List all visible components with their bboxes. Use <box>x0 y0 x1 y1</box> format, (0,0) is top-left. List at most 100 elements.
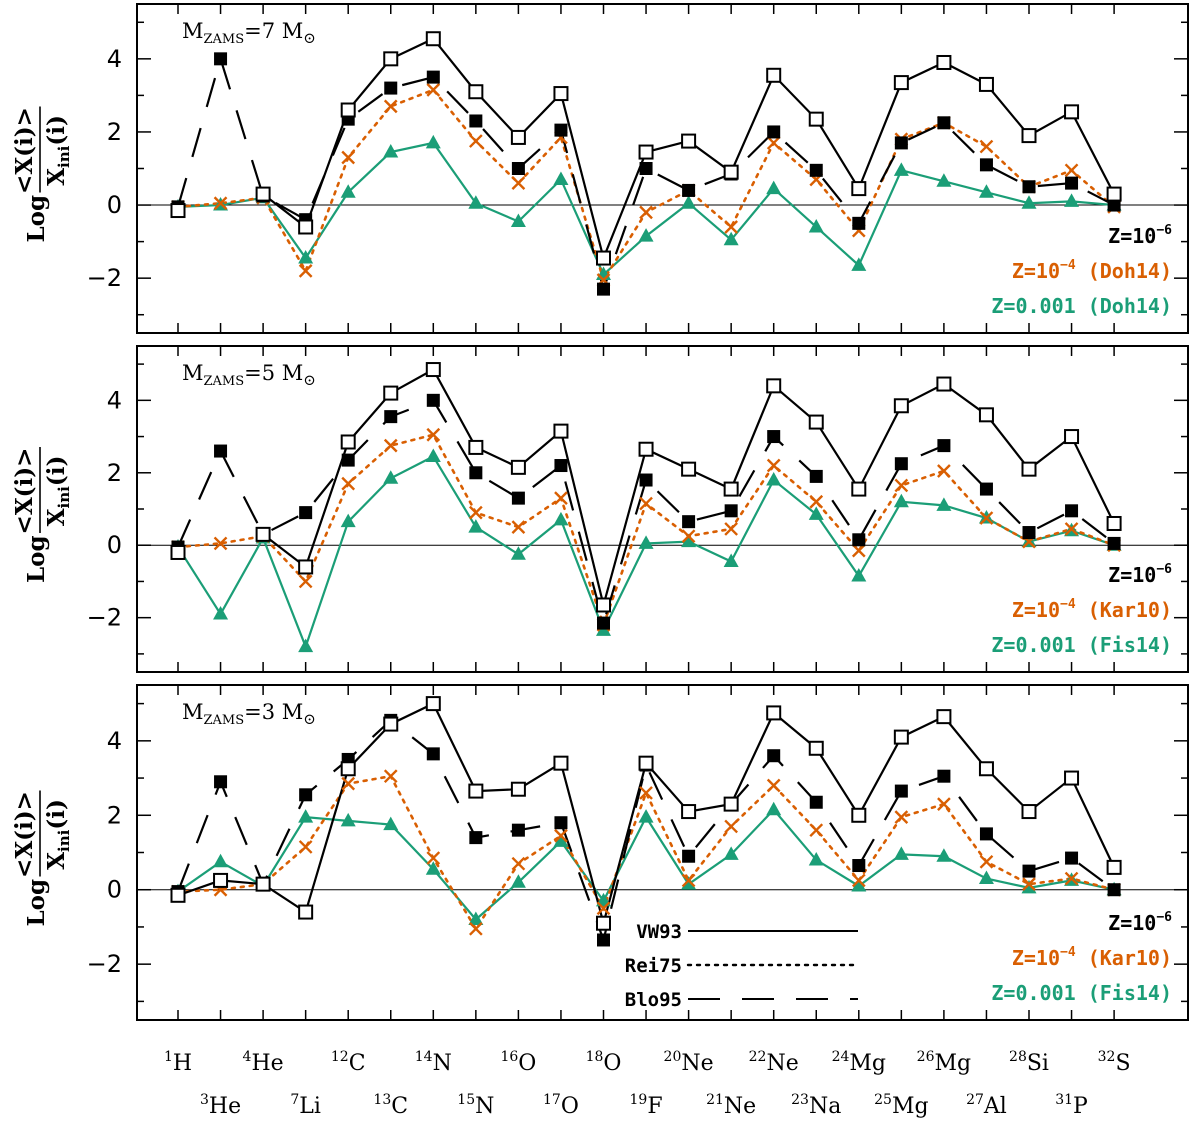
data-point-filled-square <box>426 747 440 761</box>
isotope-label: 24Mg <box>832 1049 886 1076</box>
data-point-filled-square <box>426 393 440 407</box>
data-point-open-square <box>170 203 186 219</box>
data-point-open-square <box>510 781 526 797</box>
isotope-label: 3He <box>200 1092 241 1119</box>
data-point-filled-square <box>809 469 823 483</box>
data-point-open-square <box>255 876 271 892</box>
panel-1: −2 0 2 4 Log<X(i)> Xini(i) MZAMS=7 M⊙ Z=10−6 Z=1… <box>11 3 1189 334</box>
data-point-cross <box>511 520 526 534</box>
data-point-triangle <box>808 218 824 233</box>
metallicity-label: Z=10−6 <box>1108 910 1172 935</box>
data-point-filled-square <box>767 430 781 444</box>
data-point-filled-square <box>214 444 228 458</box>
data-point-open-square <box>808 740 824 756</box>
data-point-open-square <box>978 761 994 777</box>
mass-label: MZAMS=3 M⊙ <box>182 700 316 728</box>
data-point-cross <box>639 786 653 800</box>
series-group <box>170 31 1122 296</box>
data-point-filled-square <box>894 457 908 471</box>
y-tick-label: −2 <box>87 950 122 978</box>
isotope-label: 25Mg <box>874 1092 928 1119</box>
data-point-open-square <box>1106 515 1122 531</box>
data-point-triangle <box>383 144 399 158</box>
y-tick-label: −2 <box>87 604 122 632</box>
data-point-cross <box>554 491 568 505</box>
legend-label: Rei75 <box>625 955 682 977</box>
metallicity-label: Z=10−6 <box>1108 562 1172 587</box>
y-tick-label: 2 <box>107 801 122 829</box>
y-axis-label: Log<X(i)> Xini(i) <box>11 447 73 583</box>
isotope-label: 27Al <box>966 1092 1007 1119</box>
data-point-triangle <box>298 638 314 653</box>
data-point-open-square <box>1021 128 1037 144</box>
data-point-triangle <box>213 853 229 868</box>
isotope-label: 14N <box>415 1049 452 1076</box>
data-point-cross <box>213 196 228 211</box>
y-axis-label: Log<X(i)> Xini(i) <box>11 106 73 243</box>
data-point-open-square <box>425 362 441 378</box>
data-point-triangle <box>638 228 654 242</box>
series-line <box>176 398 1115 628</box>
data-point-cross <box>979 139 994 154</box>
data-point-filled-square <box>809 163 823 177</box>
data-point-triangle <box>1021 195 1037 209</box>
data-point-open-square <box>766 67 782 83</box>
data-point-open-square <box>510 459 526 475</box>
data-point-cross <box>298 574 313 589</box>
data-point-filled-square <box>682 183 696 197</box>
data-point-open-square <box>1106 859 1122 875</box>
data-point-filled-square <box>682 515 696 529</box>
data-point-open-square <box>425 696 441 712</box>
data-point-open-square <box>936 54 952 70</box>
data-point-triangle <box>766 180 782 195</box>
y-label-denominator: Xini(i) <box>43 115 73 186</box>
data-point-open-square <box>893 75 909 91</box>
y-axis-label: Log<X(i)> Xini(i) <box>11 790 73 927</box>
mass-label: MZAMS=5 M⊙ <box>182 361 316 389</box>
metallicity-label: Z=0.001 (Doh14) <box>991 294 1172 318</box>
data-point-triangle <box>340 184 356 198</box>
y-tick-label: 0 <box>107 531 122 559</box>
panel-2: −2 0 2 4 Log<X(i)> Xini(i) MZAMS=5 M⊙ Z=10−6 Z=1… <box>11 345 1189 673</box>
data-point-filled-square <box>852 859 866 873</box>
data-point-open-square <box>596 915 611 931</box>
data-point-open-square <box>723 164 739 180</box>
y-label-denominator: Xini(i) <box>43 456 73 527</box>
data-point-open-square <box>596 597 611 613</box>
data-point-filled-square <box>852 533 866 547</box>
data-point-open-square <box>468 783 484 799</box>
data-point-cross <box>426 851 441 865</box>
data-point-cross <box>596 901 611 916</box>
data-point-open-square <box>1021 461 1037 477</box>
data-point-triangle <box>510 213 526 228</box>
data-point-open-square <box>851 807 867 823</box>
y-label-log: Log <box>23 535 50 583</box>
series-line <box>176 718 1115 944</box>
isotope-label: 18O <box>586 1049 622 1076</box>
data-point-filled-square <box>767 125 781 139</box>
y-label-numerator: <X(i)> <box>11 791 38 878</box>
data-point-cross <box>341 150 356 165</box>
data-point-cross <box>341 776 356 791</box>
data-point-filled-square <box>1022 864 1036 878</box>
data-point-open-square <box>681 461 697 477</box>
data-point-cross <box>979 511 994 525</box>
data-point-triangle <box>553 511 569 526</box>
y-tick-label: −2 <box>87 264 122 292</box>
data-point-filled-square <box>511 823 525 837</box>
series-line <box>177 808 1115 922</box>
data-point-triangle <box>808 851 824 866</box>
data-point-open-square <box>681 133 697 149</box>
legend-label: Blo95 <box>625 989 682 1011</box>
data-point-triangle <box>340 513 356 528</box>
data-point-triangle <box>808 506 824 520</box>
data-point-cross <box>724 220 738 234</box>
data-point-cross <box>469 505 483 520</box>
data-point-open-square <box>1064 770 1080 786</box>
data-point-triangle <box>638 809 654 823</box>
data-point-triangle <box>510 874 526 888</box>
metallicity-label: Z=0.001 (Fis14) <box>991 633 1172 657</box>
data-point-cross <box>554 828 568 843</box>
panel-frame <box>136 345 1189 673</box>
data-point-open-square <box>468 439 484 455</box>
